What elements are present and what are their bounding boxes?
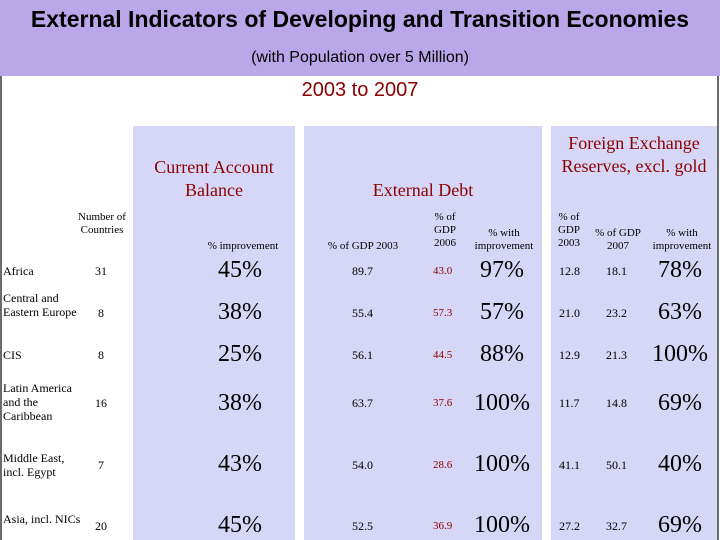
fx-improvement-value: 78% (658, 257, 702, 283)
debt-improvement-value: 88% (480, 341, 524, 367)
fx-improvement-value: 100% (652, 341, 708, 367)
debt-2006-value: 43.0 (433, 265, 453, 277)
region-label: Asia, incl. NICs (3, 512, 81, 526)
debt-2006-value: 57.3 (433, 307, 453, 319)
year-range: 2003 to 2007 (301, 79, 419, 101)
fx-improvement-value: 40% (658, 451, 702, 477)
external-debt-heading: External Debt (372, 180, 474, 200)
ca-improvement-value: 43% (218, 451, 262, 477)
debt-2003-value: 54.0 (352, 458, 373, 472)
countries-value: 8 (98, 306, 104, 320)
region-label: CIS (3, 348, 22, 362)
region-label: Central and Eastern Europe (3, 291, 77, 319)
fx-2003-value: 12.8 (559, 264, 580, 278)
fx-2003-value: 41.1 (559, 458, 580, 472)
countries-value: 20 (95, 519, 107, 533)
debt-improvement-value: 100% (474, 512, 530, 538)
fx-2007-value: 18.1 (606, 264, 627, 278)
fx-2003-header: % of GDP 2003 (557, 211, 580, 249)
debt-2003-value: 89.7 (352, 264, 373, 278)
debt-improvement-value: 100% (474, 390, 530, 416)
fx-improvement-value: 69% (658, 512, 702, 538)
debt-improvement-value: 57% (480, 299, 524, 325)
ca-improvement-value: 25% (218, 341, 262, 367)
debt-2006-value: 44.5 (433, 349, 453, 361)
ca-improvement-value: 38% (218, 299, 262, 325)
current-account-heading: Current Account Balance (154, 157, 274, 200)
fx-2003-value: 27.2 (559, 519, 580, 533)
frame-left-border (0, 76, 2, 540)
ca-improvement-value: 45% (218, 257, 262, 283)
page-title: External Indicators of Developing and Tr… (30, 6, 690, 32)
debt-improvement-value: 97% (480, 257, 524, 283)
fx-2007-value: 21.3 (606, 348, 627, 362)
ca-improvement-header: % improvement (207, 240, 279, 252)
fx-2007-value: 23.2 (606, 306, 627, 320)
countries-value: 16 (95, 396, 107, 410)
debt-2006-value: 36.9 (433, 520, 453, 532)
debt-improvement-value: 100% (474, 451, 530, 477)
fx-2007-value: 50.1 (606, 458, 627, 472)
fx-improvement-header: % with improvement (652, 227, 712, 252)
debt-2006-header: % of GDP 2006 (433, 211, 456, 249)
ca-improvement-value: 45% (218, 512, 262, 538)
countries-column-header: Number of Countries (78, 211, 126, 236)
fx-improvement-value: 63% (658, 299, 702, 325)
fx-2007-value: 14.8 (606, 396, 627, 410)
debt-2003-value: 55.4 (352, 306, 373, 320)
external-debt-band (304, 126, 542, 540)
debt-2006-value: 28.6 (433, 459, 453, 471)
fx-reserves-band (551, 126, 717, 540)
fx-2007-header: % of GDP 2007 (595, 227, 641, 252)
page-subtitle: (with Population over 5 Million) (251, 49, 469, 66)
fx-2003-value: 11.7 (559, 396, 580, 410)
fx-reserves-heading: Foreign Exchange Reserves, excl. gold (561, 133, 707, 176)
debt-2003-value: 63.7 (352, 396, 373, 410)
debt-2003-header: % of GDP 2003 (327, 240, 399, 252)
fx-2007-value: 32.7 (606, 519, 627, 533)
frame-right-border (717, 76, 719, 540)
countries-value: 8 (98, 348, 104, 362)
debt-2003-value: 52.5 (352, 519, 373, 533)
region-label: Latin America and the Caribbean (3, 381, 72, 423)
fx-2003-value: 21.0 (559, 306, 580, 320)
ca-improvement-value: 38% (218, 390, 262, 416)
countries-value: 31 (95, 264, 107, 278)
region-label: Middle East, incl. Egypt (3, 451, 65, 479)
current-account-band (133, 126, 295, 540)
fx-2003-value: 12.9 (559, 348, 580, 362)
countries-value: 7 (98, 458, 104, 472)
debt-improvement-header: % with improvement (474, 227, 534, 252)
fx-improvement-value: 69% (658, 390, 702, 416)
debt-2003-value: 56.1 (352, 348, 373, 362)
title-banner (0, 0, 720, 76)
debt-2006-value: 37.6 (433, 397, 453, 409)
region-label: Africa (3, 264, 34, 278)
